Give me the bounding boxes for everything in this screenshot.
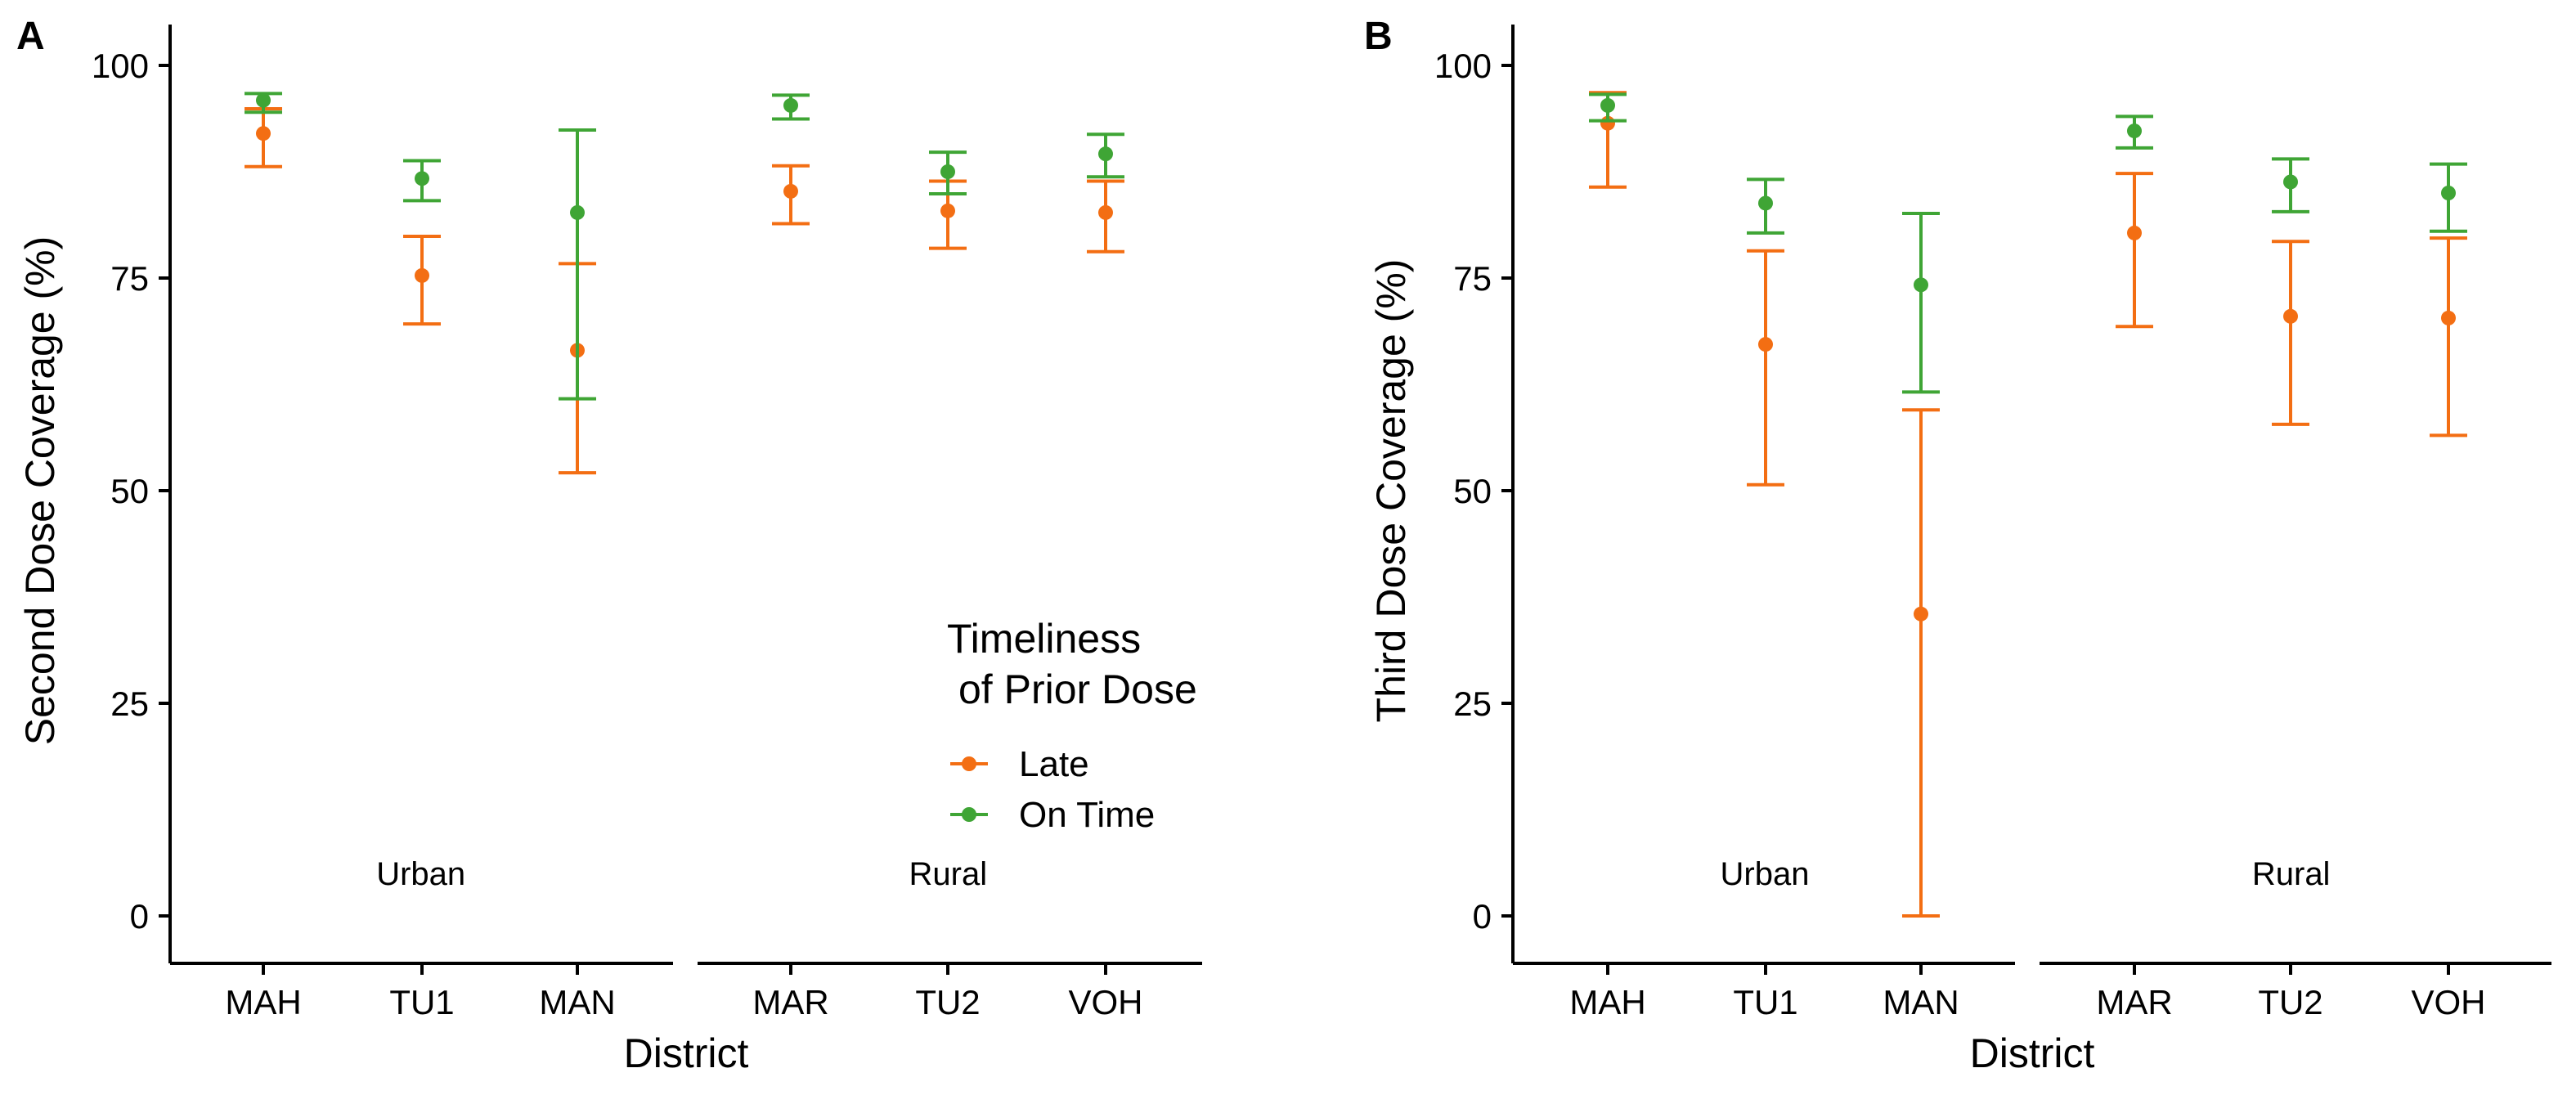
x-axis-title: District — [624, 1030, 749, 1076]
data-point — [2283, 308, 2298, 324]
y-tick-label: 75 — [110, 259, 149, 298]
data-point — [1098, 146, 1113, 162]
x-tick-label: VOH — [1068, 983, 1142, 1021]
y-tick-label: 25 — [1453, 684, 1492, 723]
y-tick-label: 100 — [1434, 47, 1492, 85]
data-point — [1758, 337, 1773, 352]
legend-key-point — [962, 756, 976, 771]
panel-a: A 0 25 50 75 100 MAH TU1 MAN MAR TU2 VOH Urban Rural D… — [16, 15, 1202, 1076]
y-axis-title: Third Dose Coverage (%) — [1368, 259, 1414, 723]
series-on-time — [1589, 92, 2467, 394]
x-tick-label: MAR — [2096, 983, 2172, 1021]
data-point — [2441, 186, 2456, 200]
data-point — [415, 267, 429, 283]
y-tick-label: 0 — [1473, 897, 1492, 936]
x-axis-title: District — [1970, 1030, 2095, 1076]
data-point — [256, 126, 271, 141]
y-tick-label: 100 — [92, 47, 149, 85]
data-point — [1600, 97, 1615, 113]
x-tick-label: MAR — [752, 983, 828, 1021]
legend-label: On Time — [1019, 795, 1155, 835]
x-tick-label: MAN — [1883, 983, 1959, 1021]
data-point — [1098, 204, 1113, 220]
data-point — [570, 204, 585, 220]
panel-letter: B — [1364, 15, 1393, 58]
x-tick-label: TU2 — [915, 983, 980, 1021]
legend-key-on-time: On Time — [950, 795, 1155, 835]
y-tick-label: 25 — [110, 684, 149, 723]
legend-key-point — [962, 807, 976, 822]
x-tick-label: TU2 — [2258, 983, 2322, 1021]
y-axis-title: Second Dose Coverage (%) — [17, 236, 63, 746]
panel-letter: A — [16, 15, 45, 58]
data-point — [940, 203, 955, 218]
data-point — [1758, 195, 1773, 211]
data-point — [783, 183, 798, 199]
y-tick-label: 50 — [110, 472, 149, 510]
x-tick-label: VOH — [2411, 983, 2485, 1021]
group-label: Rural — [909, 856, 988, 892]
data-point — [256, 92, 271, 108]
x-tick-label: MAH — [225, 983, 301, 1021]
group-label: Urban — [376, 856, 465, 892]
panel-b: B 0 25 50 75 100 MAH TU1 MAN MAR TU2 VOH Urban Rural D… — [1364, 15, 2551, 1076]
legend-label: Late — [1019, 744, 1089, 784]
x-tick-label: TU1 — [1733, 983, 1797, 1021]
data-point — [2127, 123, 2142, 139]
series-on-time — [245, 92, 1124, 401]
x-tick-label: TU1 — [389, 983, 454, 1021]
legend-title-line2: of Prior Dose — [958, 666, 1197, 712]
data-point — [415, 171, 429, 186]
x-tick-label: MAH — [1569, 983, 1645, 1021]
series-late — [1589, 91, 2467, 918]
data-point — [2127, 225, 2142, 240]
group-label: Urban — [1721, 856, 1810, 892]
data-point — [1914, 277, 1928, 293]
series-late — [245, 107, 1124, 475]
y-tick-label: 0 — [130, 897, 149, 936]
legend-key-late: Late — [950, 744, 1089, 784]
data-point — [2441, 310, 2456, 325]
data-point — [1914, 606, 1928, 622]
data-point — [783, 97, 798, 113]
data-point — [2283, 174, 2298, 190]
group-label: Rural — [2252, 856, 2331, 892]
data-point — [940, 164, 955, 179]
y-tick-label: 75 — [1453, 259, 1492, 298]
legend-title-line1: Timeliness — [947, 616, 1141, 662]
y-tick-label: 50 — [1453, 472, 1492, 510]
x-tick-label: MAN — [539, 983, 615, 1021]
